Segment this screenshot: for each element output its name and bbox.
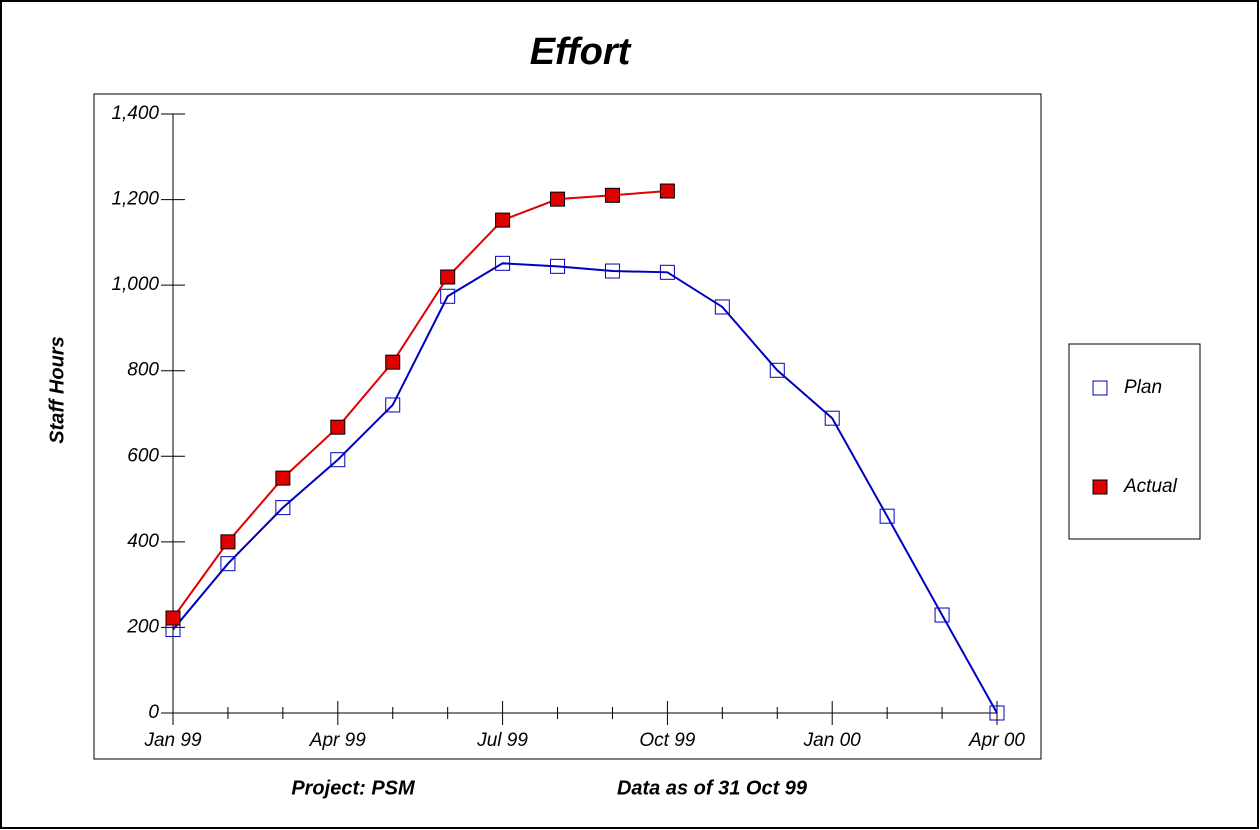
y-tick-label: 1,400: [111, 103, 159, 124]
footnote: Data as of 31 Oct 99: [617, 777, 808, 799]
y-tick-label: 400: [127, 531, 159, 552]
y-axis-label: Staff Hours: [46, 336, 68, 443]
data-point: [604, 187, 620, 203]
legend-label: Actual: [1123, 476, 1178, 497]
data-point: [385, 397, 401, 413]
data-point: [769, 362, 785, 378]
data-point: [495, 255, 511, 271]
data-point: [550, 258, 566, 274]
data-point: [220, 556, 236, 572]
x-tick-label: Jan 99: [143, 730, 201, 751]
x-tick-label: Apr 00: [968, 730, 1025, 751]
legend-swatch: [1092, 479, 1108, 495]
footnote: Project: PSM: [291, 777, 416, 799]
legend-swatch: [1092, 380, 1108, 396]
data-point: [934, 607, 950, 623]
data-point: [659, 264, 675, 280]
data-point: [659, 183, 675, 199]
data-point: [604, 263, 620, 279]
data-point: [550, 191, 566, 207]
y-tick-label: 600: [127, 445, 159, 466]
y-tick-label: 0: [148, 702, 159, 723]
legend-box: [1068, 343, 1201, 540]
data-point: [330, 419, 346, 435]
data-point: [714, 299, 730, 315]
series-line: [172, 190, 668, 619]
series-line: [172, 262, 998, 714]
data-point: [440, 288, 456, 304]
data-point: [824, 410, 840, 426]
x-tick-label: Jul 99: [476, 730, 528, 751]
plot-frame: [93, 93, 1042, 760]
data-point: [989, 705, 1005, 721]
data-point: [440, 269, 456, 285]
data-point: [495, 212, 511, 228]
data-point: [879, 508, 895, 524]
x-tick-label: Oct 99: [639, 730, 695, 751]
data-point: [275, 470, 291, 486]
y-tick-label: 1,200: [111, 189, 159, 210]
y-tick-label: 800: [127, 360, 159, 381]
x-tick-label: Apr 99: [309, 730, 366, 751]
chart-title: Effort: [530, 31, 632, 73]
x-tick-label: Jan 00: [803, 730, 861, 751]
data-point: [275, 500, 291, 516]
data-point: [220, 534, 236, 550]
y-tick-label: 200: [126, 616, 159, 637]
data-point: [330, 452, 346, 468]
data-point: [385, 354, 401, 370]
y-tick-label: 1,000: [111, 274, 159, 295]
data-point: [165, 610, 181, 626]
legend-label: Plan: [1124, 377, 1162, 398]
